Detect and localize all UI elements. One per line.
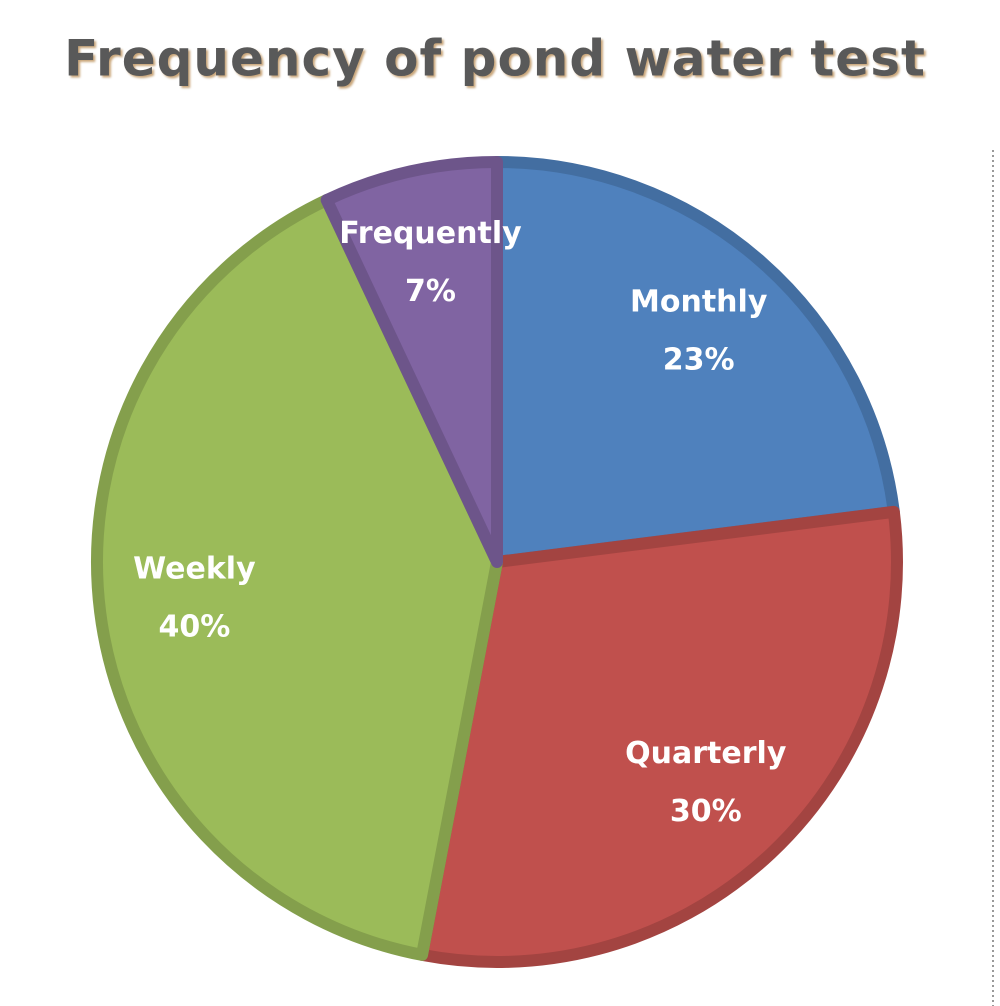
slice-category-label: Weekly: [133, 552, 256, 587]
slice-category-label: Quarterly: [625, 736, 787, 771]
pie-slice: [491, 156, 900, 568]
slice-value-label: 40%: [158, 610, 230, 645]
pie-slice: [416, 505, 903, 968]
slice-category-label: Frequently: [339, 216, 522, 251]
chart-title: Frequency of pond water test: [64, 30, 926, 88]
slice-value-label: 23%: [663, 343, 735, 378]
slice-value-label: 30%: [670, 794, 742, 829]
slice-category-label: Monthly: [630, 285, 768, 320]
slice-value-label: 7%: [405, 274, 456, 309]
pie-slice: [91, 194, 503, 961]
pie-slice: [320, 156, 503, 568]
